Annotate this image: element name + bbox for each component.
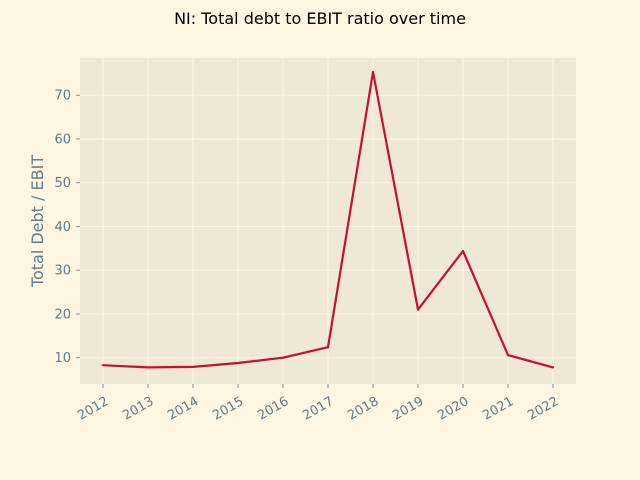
data-point	[551, 366, 555, 369]
data-point	[281, 356, 285, 359]
y-axis-label: Total Debt / EBIT	[28, 155, 47, 288]
data-point	[146, 366, 150, 369]
x-tick-label: 2016	[255, 394, 291, 424]
x-tick-label: 2018	[345, 394, 381, 424]
data-point	[461, 249, 465, 253]
data-point	[506, 354, 510, 357]
data-point	[416, 308, 420, 311]
data-point	[101, 364, 105, 367]
grid-lines	[80, 58, 576, 384]
x-tick-label: 2013	[120, 394, 156, 424]
y-tick-label: 60	[54, 132, 71, 147]
data-point	[326, 346, 330, 349]
y-tick-labels: 10 20 30 40 50 60 70	[54, 89, 71, 367]
y-tick-label: 20	[54, 307, 71, 322]
y-tick-label: 40	[54, 220, 71, 235]
x-tick-labels: 2012 2013 2014 2015 2016 2017 2018 2019 2020 2021…	[75, 394, 561, 424]
x-tick-label: 2022	[525, 394, 561, 424]
data-point	[236, 361, 240, 365]
x-tick-label: 2019	[390, 394, 426, 424]
data-point	[191, 365, 195, 369]
y-tick-label: 50	[54, 176, 71, 191]
y-tick-label: 30	[54, 264, 71, 279]
y-tick-label: 10	[54, 351, 71, 366]
x-tick-label: 2015	[210, 394, 246, 424]
series-points	[101, 70, 555, 369]
x-tick-label: 2014	[165, 394, 201, 424]
y-tick-label: 70	[54, 89, 71, 104]
tick-marks	[76, 94, 554, 388]
x-tick-label: 2020	[435, 394, 471, 424]
chart-title: NI: Total debt to EBIT ratio over time	[174, 9, 466, 28]
data-point	[371, 70, 375, 74]
x-tick-label: 2017	[300, 394, 336, 424]
x-tick-label: 2021	[480, 394, 516, 424]
x-tick-label: 2012	[75, 394, 111, 424]
